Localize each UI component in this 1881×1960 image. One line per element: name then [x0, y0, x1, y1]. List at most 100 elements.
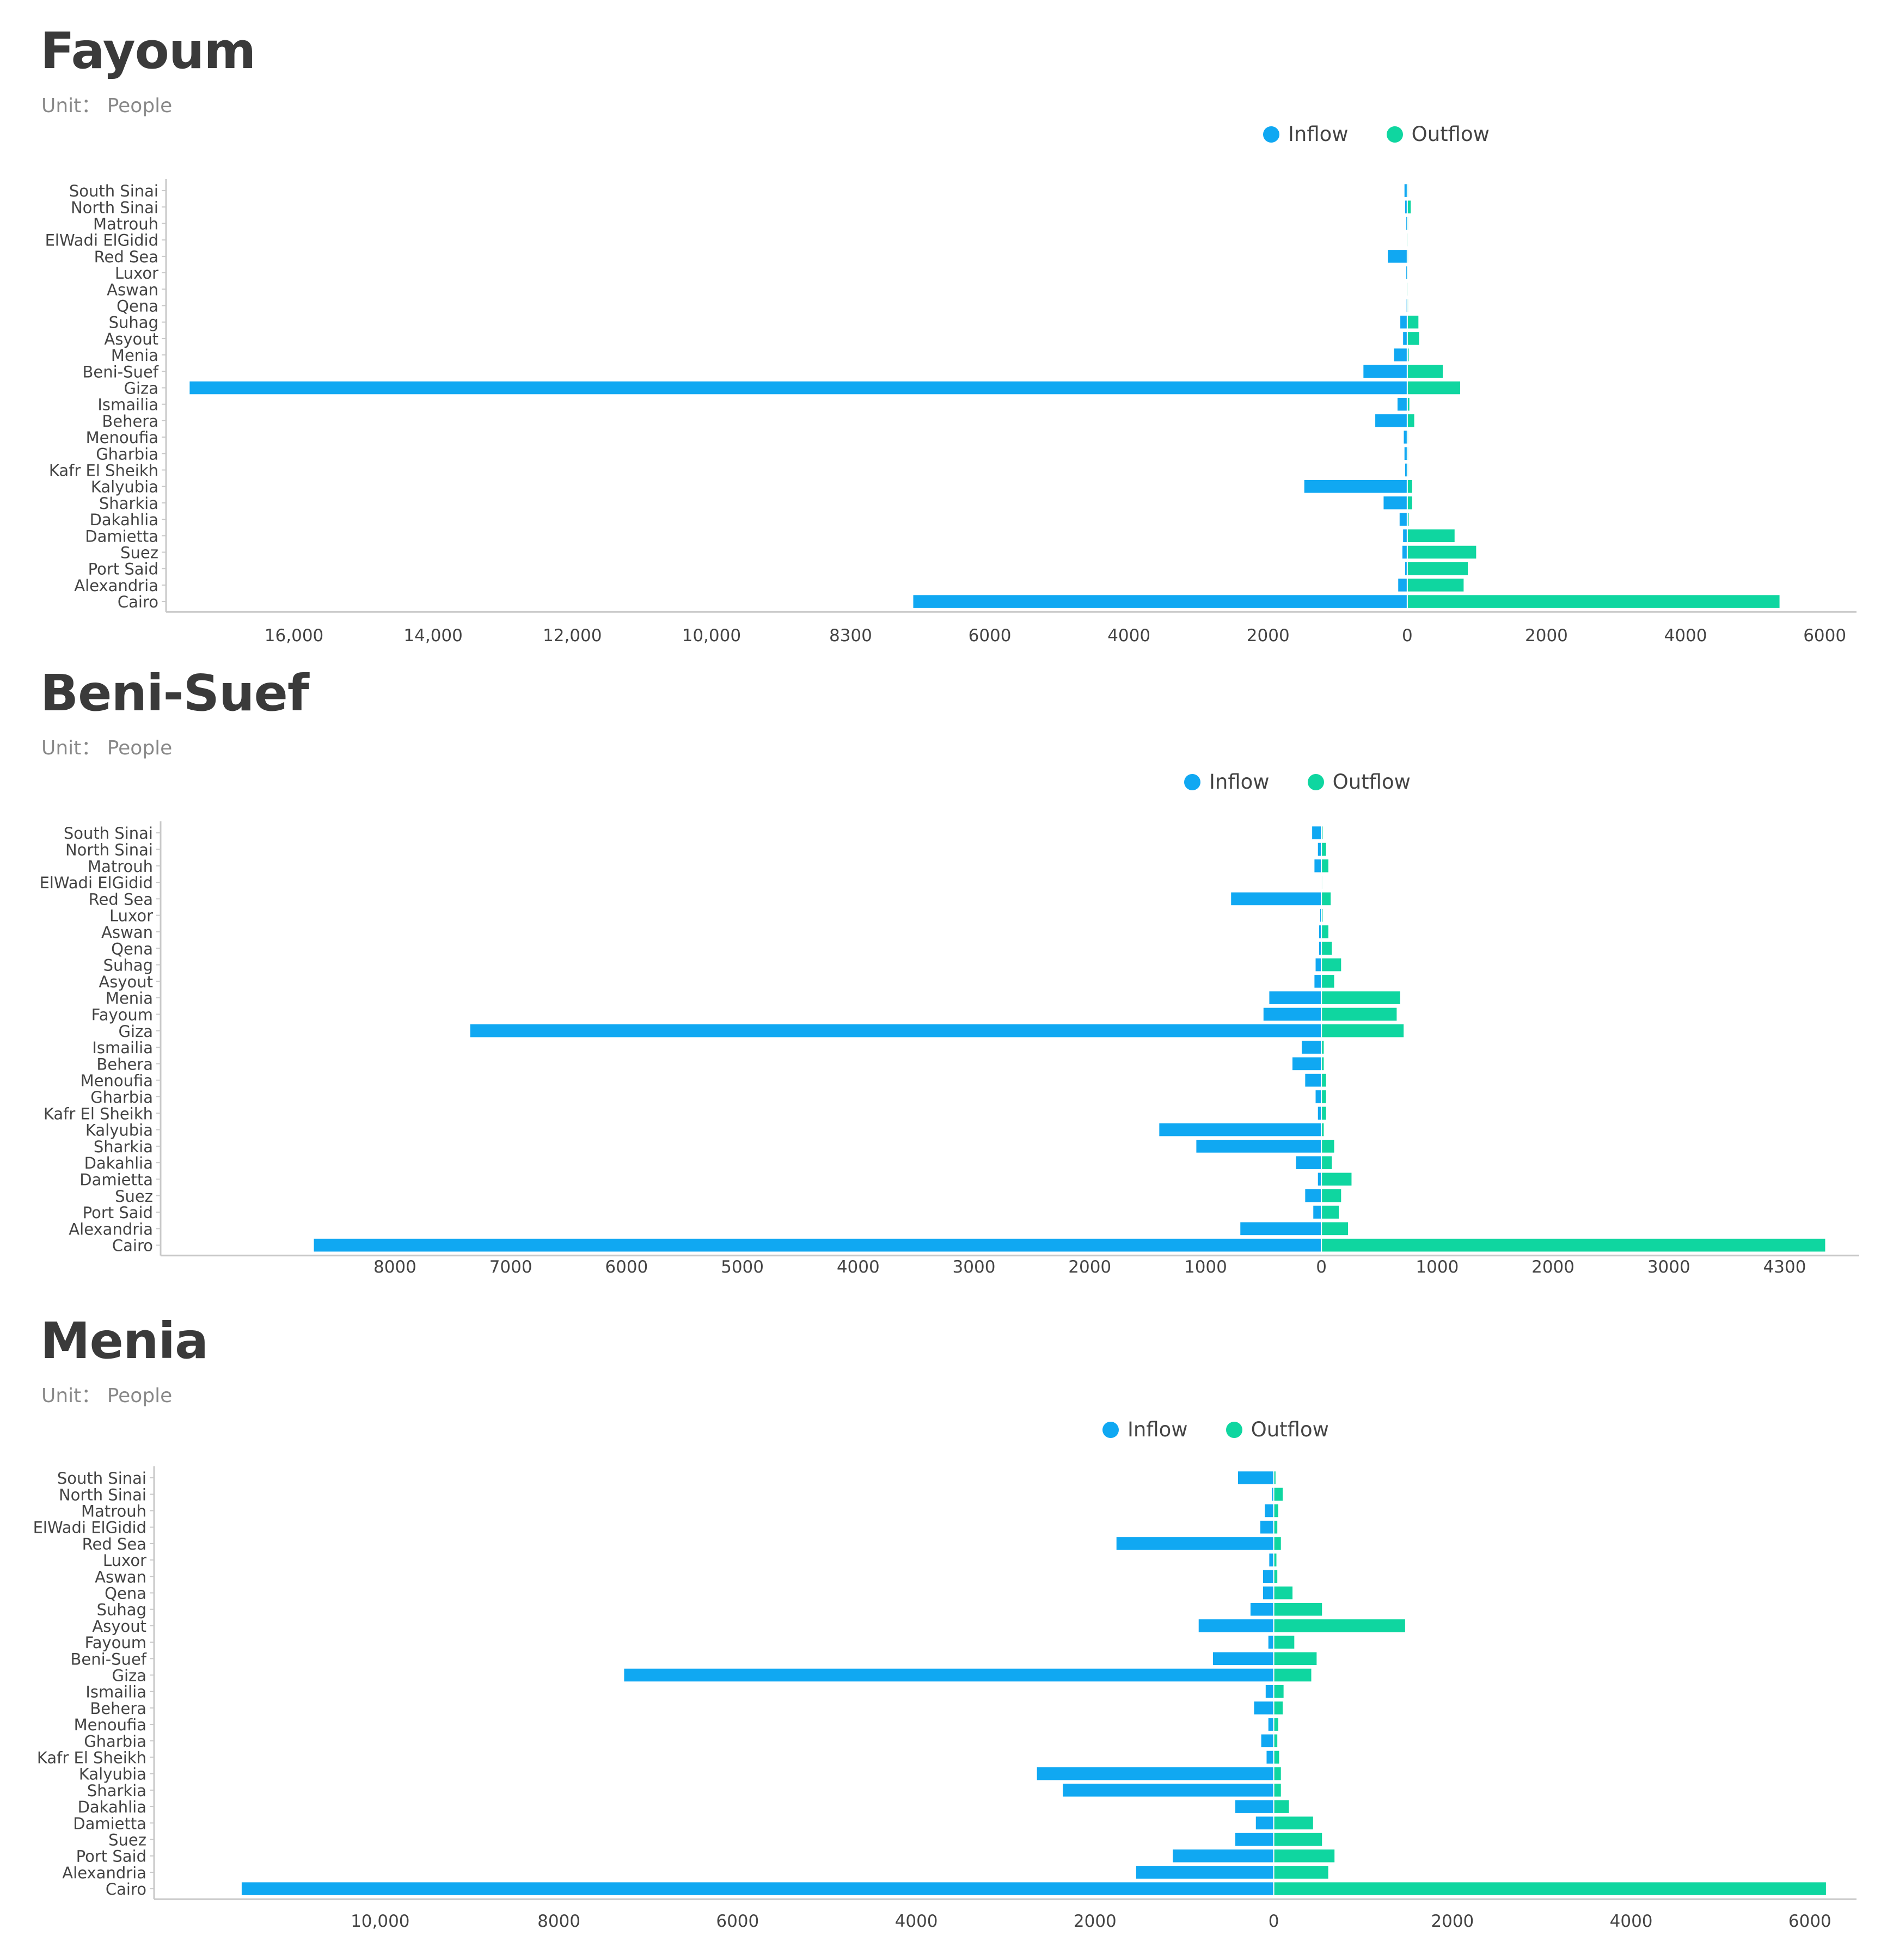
outflow-bar[interactable] [1407, 348, 1409, 361]
outflow-bar[interactable] [1321, 991, 1400, 1004]
outflow-bar[interactable] [1321, 1057, 1324, 1071]
inflow-bar[interactable] [1237, 1471, 1274, 1484]
outflow-bar[interactable] [1321, 942, 1332, 955]
outflow-bar[interactable] [1273, 1636, 1295, 1649]
inflow-bar[interactable] [1254, 1701, 1274, 1715]
inflow-bar[interactable] [1250, 1602, 1274, 1616]
outflow-bar[interactable] [1273, 1882, 1826, 1895]
outflow-bar[interactable] [1273, 1784, 1281, 1797]
inflow-bar[interactable] [1263, 1570, 1274, 1583]
inflow-bar[interactable] [1404, 431, 1407, 444]
outflow-bar[interactable] [1321, 826, 1323, 839]
outflow-bar[interactable] [1321, 1222, 1349, 1236]
legend-item-outflow[interactable]: Outflow [1226, 1418, 1329, 1441]
outflow-bar[interactable] [1273, 1849, 1335, 1863]
outflow-bar[interactable] [1273, 1520, 1278, 1534]
inflow-bar[interactable] [1375, 414, 1407, 427]
legend-item-inflow[interactable]: Inflow [1263, 122, 1349, 146]
inflow-bar[interactable] [1315, 1090, 1322, 1103]
outflow-bar[interactable] [1273, 1504, 1278, 1517]
outflow-bar[interactable] [1407, 397, 1410, 411]
outflow-bar[interactable] [1407, 496, 1412, 509]
outflow-bar[interactable] [1407, 480, 1412, 493]
inflow-bar[interactable] [314, 1238, 1322, 1252]
inflow-bar[interactable] [1405, 562, 1407, 575]
inflow-bar[interactable] [1399, 513, 1407, 526]
inflow-bar[interactable] [1255, 1816, 1274, 1830]
outflow-bar[interactable] [1407, 595, 1780, 608]
outflow-bar[interactable] [1321, 1189, 1341, 1202]
outflow-bar[interactable] [1407, 529, 1455, 543]
outflow-bar[interactable] [1407, 414, 1414, 427]
legend-item-inflow[interactable]: Inflow [1102, 1418, 1188, 1441]
inflow-bar[interactable] [1404, 447, 1407, 460]
legend-item-inflow[interactable]: Inflow [1184, 770, 1270, 794]
inflow-bar[interactable] [1063, 1784, 1274, 1797]
legend-item-outflow[interactable]: Outflow [1307, 770, 1411, 794]
inflow-bar[interactable] [1240, 1222, 1322, 1236]
outflow-bar[interactable] [1321, 1238, 1825, 1252]
inflow-bar[interactable] [241, 1882, 1274, 1895]
outflow-bar[interactable] [1321, 892, 1331, 906]
inflow-bar[interactable] [1314, 975, 1322, 988]
inflow-bar[interactable] [1136, 1866, 1274, 1879]
outflow-bar[interactable] [1321, 1007, 1397, 1021]
outflow-bar[interactable] [1321, 1156, 1332, 1169]
outflow-bar[interactable] [1407, 513, 1409, 526]
outflow-bar[interactable] [1273, 1471, 1276, 1484]
outflow-bar[interactable] [1273, 1833, 1322, 1846]
inflow-bar[interactable] [1272, 1488, 1274, 1501]
outflow-bar[interactable] [1273, 1586, 1293, 1600]
inflow-bar[interactable] [1312, 826, 1322, 839]
inflow-bar[interactable] [1363, 365, 1407, 378]
inflow-bar[interactable] [470, 1024, 1322, 1037]
inflow-bar[interactable] [1260, 1520, 1274, 1534]
inflow-bar[interactable] [913, 595, 1407, 608]
inflow-bar[interactable] [1318, 1107, 1322, 1120]
outflow-bar[interactable] [1407, 562, 1468, 575]
outflow-bar[interactable] [1321, 1041, 1324, 1054]
inflow-bar[interactable] [1268, 1636, 1274, 1649]
outflow-bar[interactable] [1407, 200, 1411, 214]
inflow-bar[interactable] [1319, 942, 1322, 955]
outflow-bar[interactable] [1321, 1206, 1339, 1219]
inflow-bar[interactable] [1383, 496, 1407, 509]
inflow-bar[interactable] [1301, 1041, 1322, 1054]
outflow-bar[interactable] [1273, 1800, 1289, 1813]
outflow-bar[interactable] [1273, 1718, 1278, 1731]
inflow-bar[interactable] [1263, 1586, 1274, 1600]
outflow-bar[interactable] [1407, 579, 1464, 592]
outflow-bar[interactable] [1321, 908, 1323, 922]
outflow-bar[interactable] [1273, 1816, 1313, 1830]
outflow-bar[interactable] [1321, 1024, 1404, 1037]
inflow-bar[interactable] [1116, 1537, 1274, 1550]
outflow-bar[interactable] [1273, 1652, 1317, 1666]
inflow-bar[interactable] [1388, 250, 1407, 263]
inflow-bar[interactable] [1159, 1123, 1322, 1136]
inflow-bar[interactable] [1265, 1685, 1274, 1698]
outflow-bar[interactable] [1321, 1107, 1326, 1120]
outflow-bar[interactable] [1273, 1668, 1312, 1682]
inflow-bar[interactable] [1196, 1140, 1322, 1153]
outflow-bar[interactable] [1273, 1767, 1281, 1780]
outflow-bar[interactable] [1321, 859, 1328, 873]
outflow-bar[interactable] [1407, 545, 1476, 559]
outflow-bar[interactable] [1407, 381, 1460, 395]
inflow-bar[interactable] [1404, 184, 1407, 197]
inflow-bar[interactable] [1235, 1833, 1274, 1846]
inflow-bar[interactable] [1269, 1553, 1274, 1566]
inflow-bar[interactable] [1394, 348, 1407, 361]
outflow-bar[interactable] [1273, 1602, 1322, 1616]
inflow-bar[interactable] [1198, 1619, 1274, 1632]
outflow-bar[interactable] [1273, 1570, 1278, 1583]
outflow-bar[interactable] [1407, 365, 1443, 378]
inflow-bar[interactable] [1402, 545, 1407, 559]
inflow-bar[interactable] [1292, 1057, 1322, 1071]
outflow-bar[interactable] [1321, 975, 1334, 988]
inflow-bar[interactable] [1231, 892, 1322, 906]
outflow-bar[interactable] [1273, 1619, 1405, 1632]
inflow-bar[interactable] [1265, 1504, 1274, 1517]
outflow-bar[interactable] [1321, 958, 1341, 972]
outflow-bar[interactable] [1273, 1734, 1278, 1748]
outflow-bar[interactable] [1321, 1123, 1324, 1136]
